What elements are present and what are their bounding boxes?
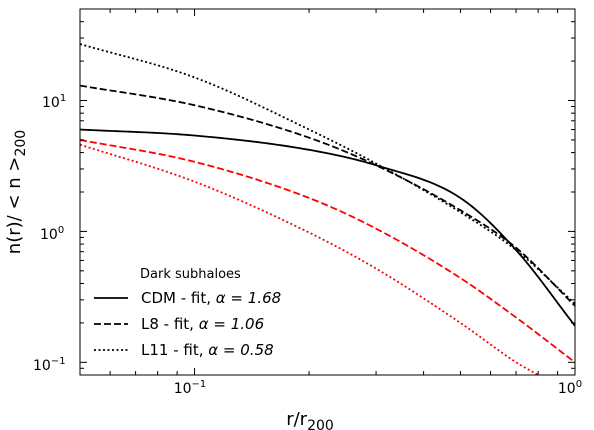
legend: Dark subhaloes CDM - fit, α = 1.68 L8 - … (94, 267, 281, 359)
axis-ticks (79, 8, 576, 376)
plot-content (80, 43, 575, 375)
x-tick-label-1: 100 (558, 379, 582, 397)
y-tick-label-1: 100 (40, 225, 64, 243)
legend-title: Dark subhaloes (140, 267, 241, 282)
x-tick-label-0: 10−1 (174, 379, 207, 397)
y-tick-label-2: 101 (42, 93, 66, 111)
legend-label-l8: L8 - fit, α = 1.06 (141, 315, 264, 333)
y-axis-label: n(r)/ < n >200 (4, 130, 29, 254)
series-line-2 (80, 43, 575, 305)
series-line-1 (80, 84, 575, 307)
x-axis-label: r/r200 (286, 409, 334, 430)
legend-label-cdm: CDM - fit, α = 1.68 (141, 289, 281, 307)
legend-label-l11: L11 - fit, α = 0.58 (141, 341, 274, 359)
y-tick-label-0: 10−1 (33, 356, 66, 374)
series-line-3 (80, 139, 575, 364)
series-line-4 (80, 143, 539, 375)
series-line-0 (80, 128, 575, 327)
